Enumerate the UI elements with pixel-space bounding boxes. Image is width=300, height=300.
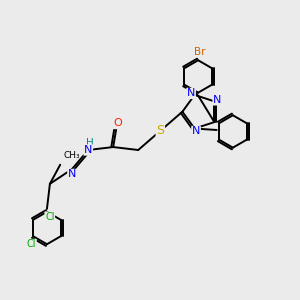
Text: N: N	[84, 145, 92, 155]
Text: S: S	[156, 124, 164, 137]
Text: N: N	[192, 127, 200, 136]
Text: H: H	[86, 138, 94, 148]
Text: O: O	[113, 118, 122, 128]
Text: Br: Br	[194, 47, 206, 57]
Text: N: N	[187, 88, 195, 98]
Text: Cl: Cl	[27, 239, 36, 249]
Text: N: N	[213, 95, 221, 105]
Text: CH₃: CH₃	[63, 151, 80, 160]
Text: Cl: Cl	[45, 212, 55, 222]
Text: N: N	[68, 169, 76, 179]
